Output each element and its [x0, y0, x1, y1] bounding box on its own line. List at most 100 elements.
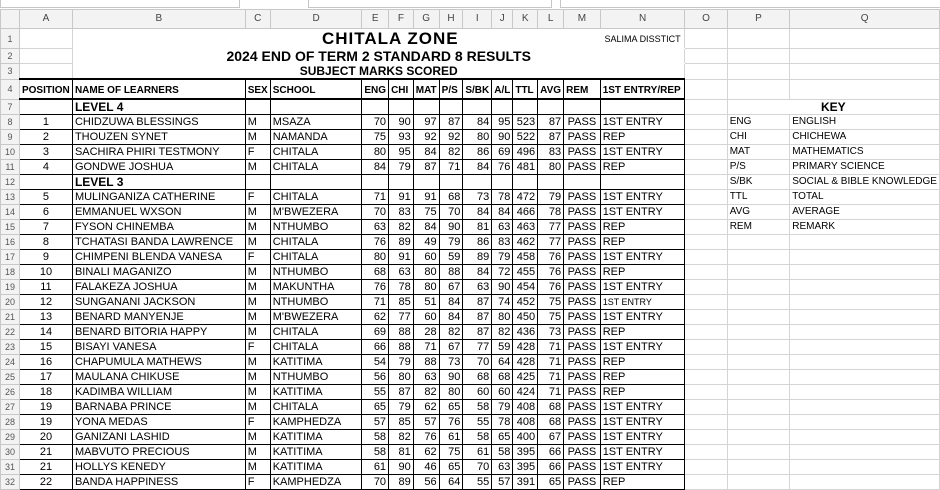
eng-cell[interactable]: 84	[361, 159, 390, 175]
cell[interactable]	[18, 48, 73, 64]
mat-cell[interactable]: 97	[412, 114, 440, 130]
learner-name-cell[interactable]: SUNGANANI JACKSON	[71, 294, 246, 310]
entry-status-cell[interactable]: REP	[599, 219, 686, 235]
entry-status-cell[interactable]: 1ST ENTRY	[599, 429, 686, 445]
header-chi[interactable]: CHI	[388, 78, 414, 100]
sbk-cell[interactable]: 58	[462, 429, 493, 445]
cell[interactable]	[537, 98, 565, 115]
cell[interactable]	[18, 174, 73, 190]
cell[interactable]	[412, 174, 440, 190]
ps-cell[interactable]: 90	[438, 219, 464, 235]
chi-cell[interactable]: 79	[388, 159, 414, 175]
cell[interactable]	[726, 459, 791, 475]
total-cell[interactable]: 455	[512, 264, 539, 280]
cell[interactable]	[726, 264, 791, 280]
al-cell[interactable]: 79	[491, 249, 514, 265]
mat-cell[interactable]: 28	[412, 324, 440, 340]
sbk-cell[interactable]: 77	[462, 339, 493, 355]
cell[interactable]	[789, 324, 940, 340]
cell[interactable]	[563, 98, 601, 115]
cell[interactable]	[563, 174, 601, 190]
column-header-B[interactable]: B	[71, 9, 246, 29]
cell[interactable]	[789, 399, 940, 415]
school-cell[interactable]: M'BWEZERA	[269, 204, 363, 220]
sex-cell[interactable]: M	[244, 234, 271, 250]
position-cell[interactable]: 16	[18, 354, 73, 370]
mat-cell[interactable]: 80	[412, 279, 440, 295]
chi-cell[interactable]: 77	[388, 309, 414, 325]
key-meaning[interactable]: REMARK	[789, 219, 940, 235]
mat-cell[interactable]: 60	[412, 309, 440, 325]
cell[interactable]	[684, 384, 728, 400]
cell[interactable]	[684, 444, 728, 460]
sex-cell[interactable]: M	[244, 294, 271, 310]
sex-cell[interactable]: F	[244, 339, 271, 355]
position-cell[interactable]: 14	[18, 324, 73, 340]
remark-cell[interactable]: PASS	[563, 159, 601, 175]
remark-cell[interactable]: PASS	[563, 399, 601, 415]
column-header-L[interactable]: L	[537, 9, 565, 29]
ps-cell[interactable]: 65	[438, 459, 464, 475]
sex-cell[interactable]: M	[244, 429, 271, 445]
cell[interactable]	[684, 189, 728, 205]
eng-cell[interactable]: 54	[361, 354, 390, 370]
row-header[interactable]: 24	[0, 354, 20, 370]
al-cell[interactable]: 64	[491, 354, 514, 370]
eng-cell[interactable]: 62	[361, 309, 390, 325]
cell[interactable]	[462, 174, 493, 190]
school-cell[interactable]: CHITALA	[269, 249, 363, 265]
school-cell[interactable]: KATITIMA	[269, 429, 363, 445]
eng-cell[interactable]: 69	[361, 324, 390, 340]
cell[interactable]	[789, 414, 940, 430]
remark-cell[interactable]: PASS	[563, 189, 601, 205]
cell[interactable]	[684, 204, 728, 220]
chi-cell[interactable]: 78	[388, 279, 414, 295]
cell[interactable]	[789, 63, 940, 80]
sex-cell[interactable]: M	[244, 264, 271, 280]
header-1st-entry-rep[interactable]: 1ST ENTRY/REP	[599, 78, 686, 100]
cell[interactable]	[684, 474, 728, 490]
column-header-E[interactable]: E	[361, 9, 390, 29]
sex-cell[interactable]: M	[244, 309, 271, 325]
al-cell[interactable]: 95	[491, 114, 514, 130]
chi-cell[interactable]: 81	[388, 444, 414, 460]
learner-name-cell[interactable]: MULINGANIZA CATHERINE	[71, 189, 246, 205]
total-cell[interactable]: 425	[512, 369, 539, 385]
cell[interactable]	[789, 234, 940, 250]
cell[interactable]	[789, 369, 940, 385]
ps-cell[interactable]: 73	[438, 354, 464, 370]
sex-cell[interactable]: M	[244, 279, 271, 295]
average-cell[interactable]: 67	[537, 429, 565, 445]
school-cell[interactable]: MSAZA	[269, 114, 363, 130]
row-header[interactable]: 10	[0, 144, 20, 160]
average-cell[interactable]: 78	[537, 204, 565, 220]
sbk-cell[interactable]: 63	[462, 279, 493, 295]
average-cell[interactable]: 77	[537, 219, 565, 235]
row-header[interactable]: 14	[0, 204, 20, 220]
cell[interactable]	[789, 28, 940, 49]
sbk-cell[interactable]: 70	[462, 354, 493, 370]
average-cell[interactable]: 79	[537, 189, 565, 205]
column-header-G[interactable]: G	[412, 9, 440, 29]
mat-cell[interactable]: 49	[412, 234, 440, 250]
al-cell[interactable]: 74	[491, 294, 514, 310]
cell[interactable]	[726, 384, 791, 400]
total-cell[interactable]: 452	[512, 294, 539, 310]
cell[interactable]	[269, 174, 363, 190]
ps-cell[interactable]: 67	[438, 279, 464, 295]
column-header-I[interactable]: I	[462, 9, 493, 29]
position-cell[interactable]: 1	[18, 114, 73, 130]
position-cell[interactable]: 22	[18, 474, 73, 490]
mat-cell[interactable]: 62	[412, 444, 440, 460]
ps-cell[interactable]: 90	[438, 369, 464, 385]
learner-name-cell[interactable]: THOUZEN SYNET	[71, 129, 246, 145]
sex-cell[interactable]: F	[244, 249, 271, 265]
key-meaning[interactable]: TOTAL	[789, 189, 940, 205]
sex-cell[interactable]: F	[244, 414, 271, 430]
cell[interactable]	[789, 474, 940, 490]
cell[interactable]	[244, 98, 271, 115]
cell[interactable]	[684, 174, 728, 190]
entry-status-cell[interactable]: 1ST ENTRY	[599, 114, 686, 130]
ps-cell[interactable]: 67	[438, 339, 464, 355]
row-header[interactable]: 8	[0, 114, 20, 130]
